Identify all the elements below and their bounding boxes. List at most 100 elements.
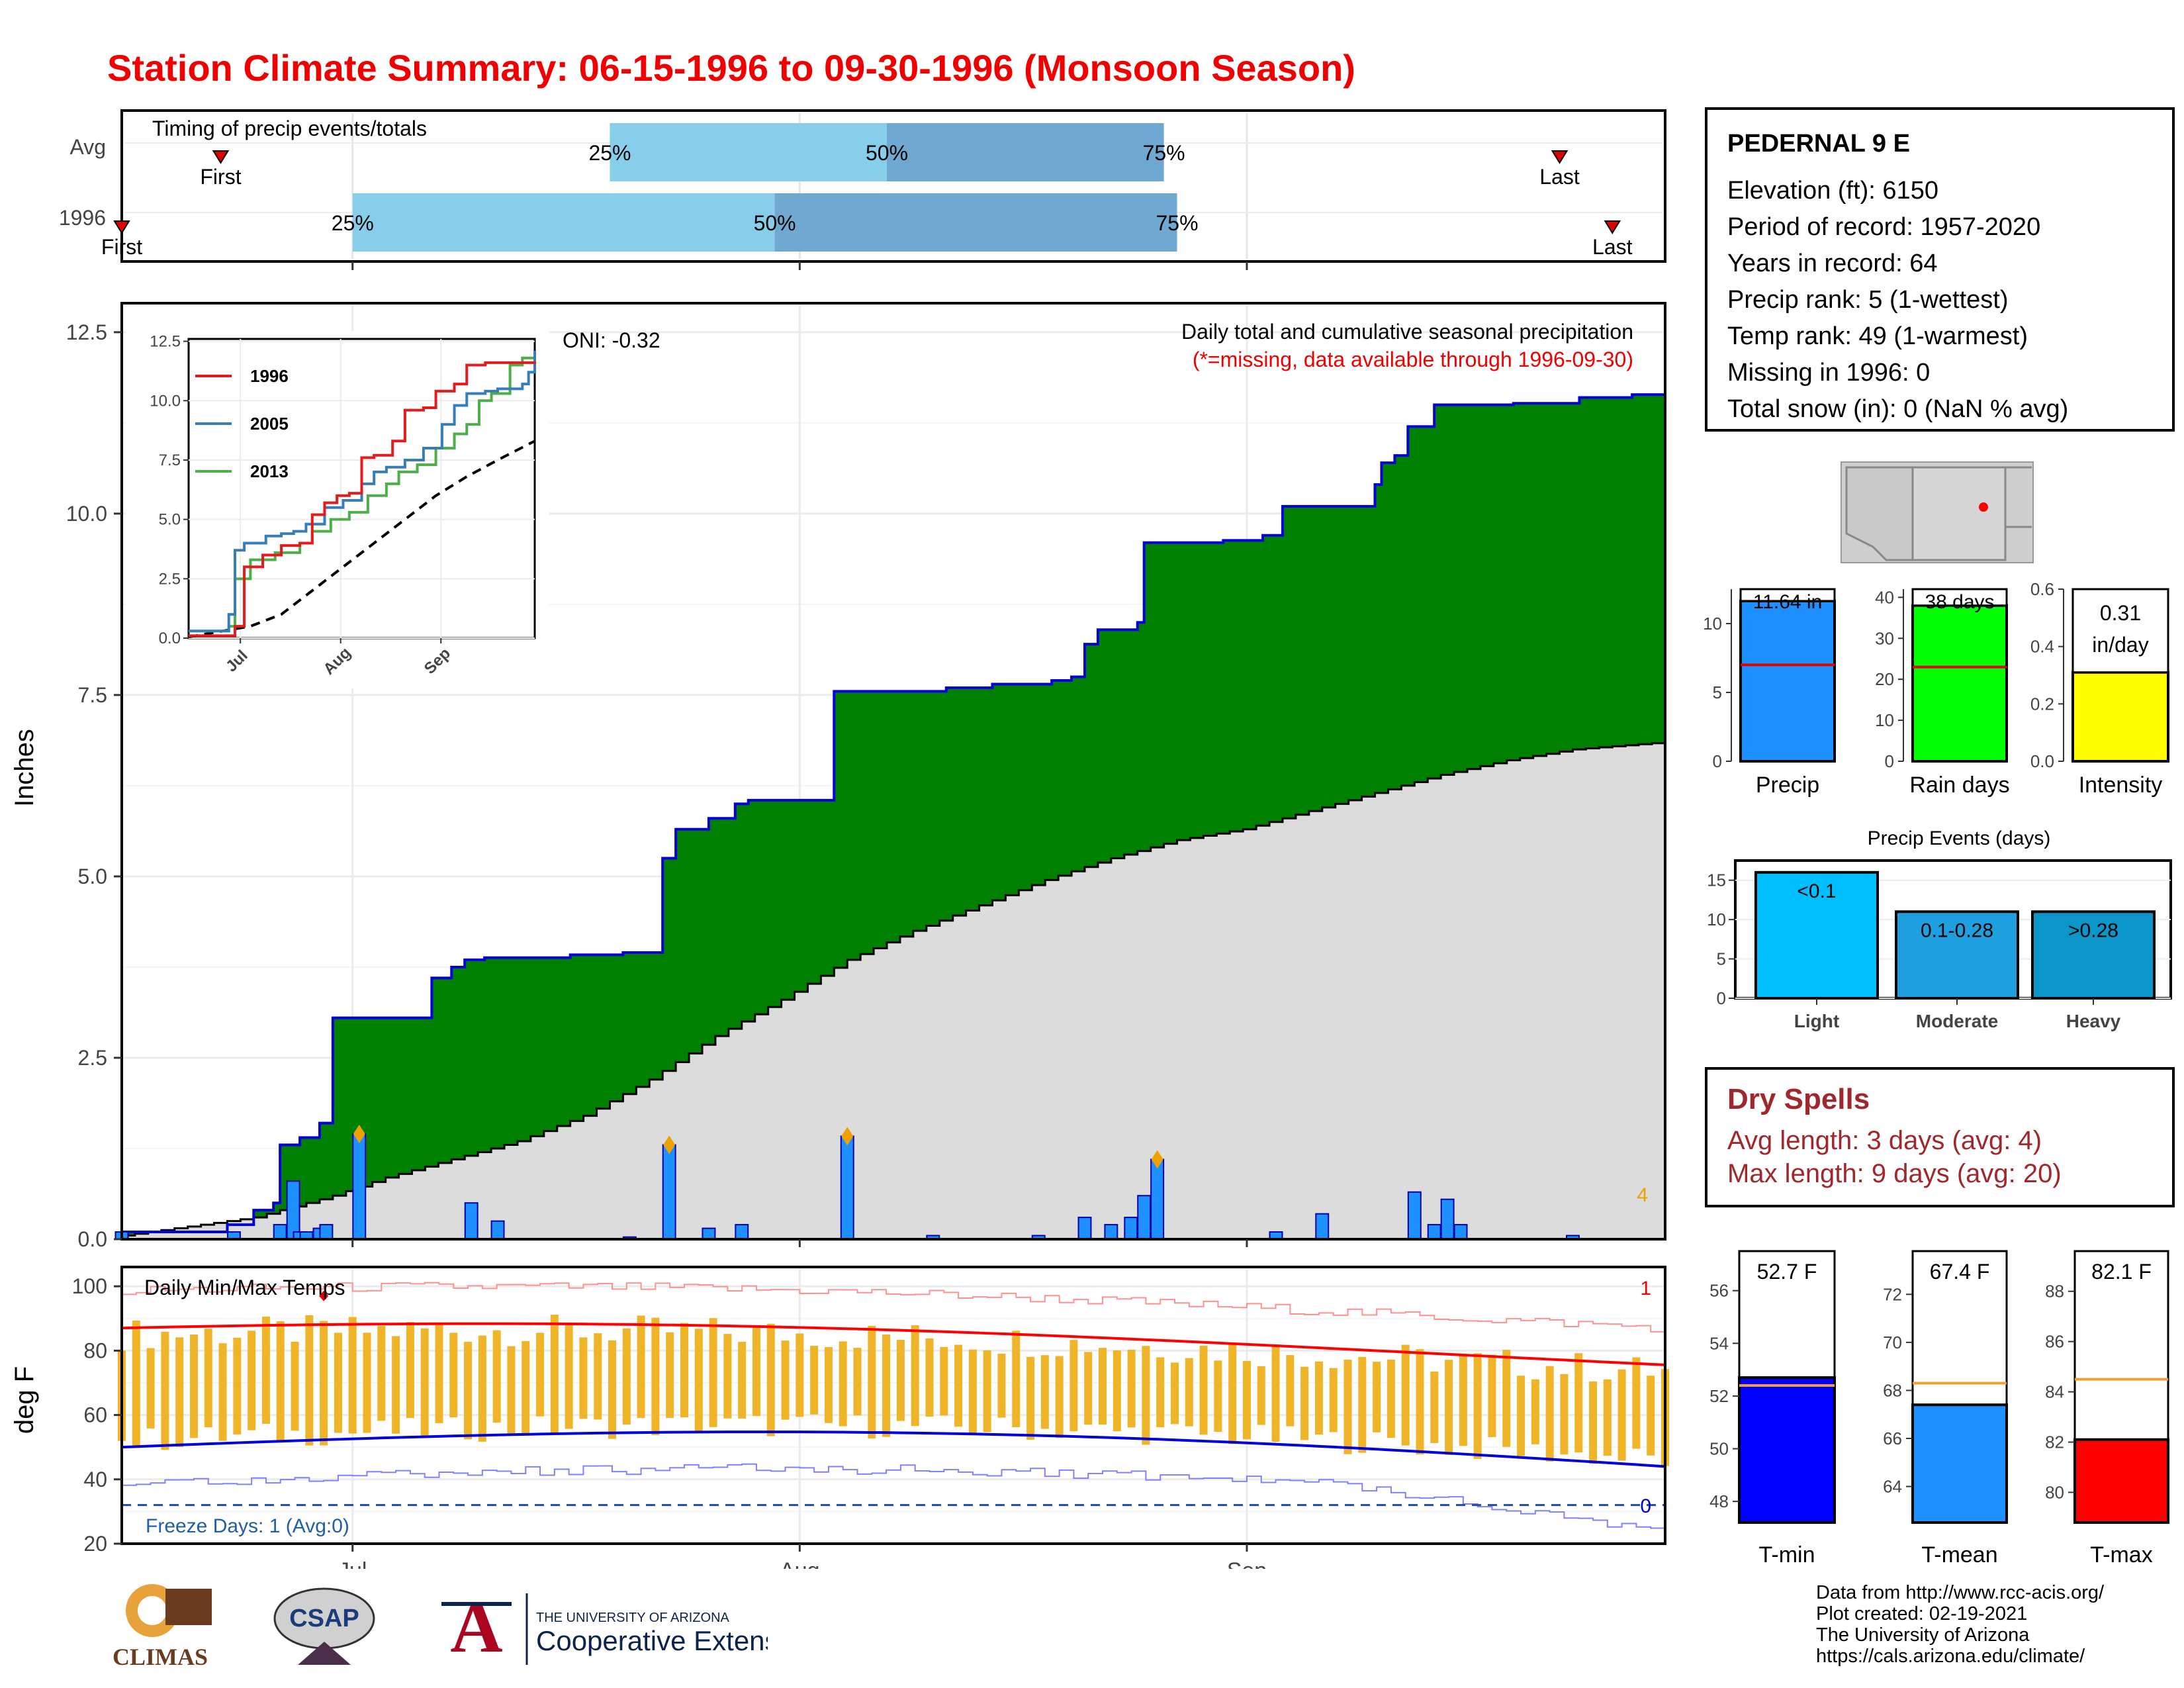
daily-temp-bar (218, 1343, 227, 1441)
daily-temp-bar (997, 1353, 1006, 1418)
inset-ytick-label: 0.0 (159, 630, 181, 647)
daily-temp-bar (796, 1333, 804, 1417)
daily-temp-bar (175, 1337, 184, 1448)
daily-temp-bar (536, 1333, 545, 1417)
daily-precip-bar (319, 1224, 334, 1240)
main-frame (120, 302, 1666, 1241)
temp-summary-ytick-label: 82 (2045, 1432, 2064, 1452)
daily-temp-bar (983, 1350, 991, 1432)
daily-precip-bar (490, 1220, 505, 1241)
inset-series-1996 (189, 361, 536, 637)
summary-ytick-label: 0 (1713, 751, 1722, 771)
logos: CLIMAS CSAP A THE UNIVERSITY OF ARIZONA … (113, 1584, 768, 1670)
timing-quantile-label: 75% (1143, 141, 1185, 165)
daily-temp-bar (348, 1317, 357, 1434)
temp-summary-ytick-label: 72 (1883, 1284, 1902, 1304)
timing-quantile-label: 25% (588, 141, 631, 165)
daily-temp-bar (464, 1342, 473, 1440)
station-location-marker (1979, 502, 1988, 512)
event-marker (663, 1135, 676, 1154)
daily-precip-bar (1453, 1224, 1468, 1240)
freeze-days: Freeze Days: 1 (Avg:0) (146, 1515, 349, 1537)
daily-precip-bar (352, 1133, 367, 1240)
daily-precip-bar (840, 1135, 854, 1240)
daily-temp-bar (1127, 1350, 1136, 1428)
daily-temp-bar (1459, 1354, 1467, 1446)
first-event-label: First (200, 165, 241, 189)
daily-temp-bar (694, 1329, 703, 1434)
station-elevation: Elevation (ft): 6150 (1727, 177, 1938, 205)
temp-plot (118, 1282, 1669, 1530)
daily-temp-bar (291, 1341, 299, 1431)
credit-line: Plot created: 02-19-2021 (1816, 1603, 2028, 1624)
daily-temp-bar (1574, 1353, 1583, 1453)
events-bar (1895, 910, 2019, 1000)
timing-panel: 25% 50% 75% First Last 25% 50% 75% First Last Tim… (59, 109, 1666, 270)
daily-temp-bar (824, 1346, 833, 1423)
arizona-a-icon: A (450, 1587, 502, 1667)
temp-summary-label: T-min (1759, 1542, 1815, 1568)
events-bin-label: >0.28 (2068, 919, 2118, 941)
daily-precip-bar (1315, 1213, 1330, 1240)
events-category-label: Moderate (1916, 1011, 1998, 1031)
daily-temp-bar (276, 1321, 285, 1442)
last-event-label: Last (1592, 235, 1633, 259)
daily-temp-bar (1416, 1349, 1424, 1455)
summary-ytick-label: 40 (1875, 587, 1894, 607)
daily-temp-bar (1012, 1331, 1021, 1428)
inset-avg-line (188, 440, 535, 639)
daily-temp-bar (1113, 1350, 1121, 1432)
ua-line1: THE UNIVERSITY OF ARIZONA (536, 1611, 730, 1625)
daily-temp-bar (709, 1318, 717, 1427)
daily-temp-bar (1271, 1344, 1280, 1442)
daily-temp-bar (1055, 1356, 1064, 1438)
daily-temp-bar (723, 1334, 732, 1419)
avg-tmin-line (121, 1430, 1666, 1468)
timing-row-label-year: 1996 (59, 206, 106, 230)
temp-ytick-label: 60 (83, 1403, 107, 1427)
temp-summary-value: 67.4 F (1930, 1260, 1990, 1284)
daily-temp-bar (1228, 1344, 1237, 1444)
daily-temp-bar (1560, 1374, 1569, 1455)
university-of-arizona-logo: A THE UNIVERSITY OF ARIZONA Cooperative … (441, 1587, 768, 1667)
daily-temp-bar (781, 1340, 790, 1420)
inset-ytick-label: 10.0 (150, 392, 181, 410)
daily-precip-bar (735, 1224, 749, 1240)
summary-bar (2071, 671, 2169, 763)
temp-summary-ytick-label: 50 (1709, 1439, 1729, 1459)
temp-ylabel: deg F (10, 1366, 39, 1434)
summary-bar (1911, 604, 2008, 763)
temp-summary-ytick-label: 66 (1883, 1429, 1902, 1448)
credit-line: Data from http://www.rcc-acis.org/ (1816, 1582, 2105, 1603)
station-name: PEDERNAL 9 E (1727, 130, 1910, 158)
daily-temp-bar (1069, 1340, 1078, 1432)
temp-summary-ytick-label: 70 (1883, 1333, 1902, 1352)
main-precip-chart: Inches 0.0 2.5 5.0 7.5 10.0 12.5 Daily total … (10, 302, 1666, 1251)
temp-ytick-label: 100 (72, 1274, 107, 1298)
daily-temp-bar (435, 1325, 443, 1423)
daily-precip-bar (1427, 1224, 1441, 1240)
inset-ytick-label: 12.5 (150, 333, 181, 351)
timing-bar-q50-q75 (887, 123, 1164, 181)
temp-summary-ytick-label: 56 (1709, 1281, 1729, 1301)
cumulative-1996-line (122, 393, 1665, 1234)
daily-temp-bar (1286, 1355, 1295, 1427)
summary-ytick-label: 0.4 (2030, 637, 2054, 657)
daily-temp-bar (550, 1315, 559, 1434)
daily-temp-bar (1314, 1361, 1323, 1435)
daily-temp-bar (146, 1348, 155, 1429)
daily-temp-bar (233, 1337, 242, 1435)
daily-temp-bar (680, 1323, 688, 1418)
daily-temp-bar (738, 1342, 747, 1419)
daily-temp-bar (1445, 1360, 1453, 1456)
precip-summary-bars: 0 5 10 Precip 11.64 in 0 10 20 30 40 Rain days 38 d… (1703, 579, 2169, 798)
temp-frame (120, 1266, 1666, 1545)
temp-summary-bar (1911, 1403, 2008, 1524)
timing-row-label-avg: Avg (69, 135, 106, 159)
daily-temp-bar (637, 1315, 645, 1419)
temp-summary-bar (1738, 1376, 1836, 1524)
daily-precip-bar (1077, 1217, 1092, 1241)
daily-temp-bar (420, 1328, 429, 1436)
events-title: Precip Events (days) (1868, 827, 2051, 849)
temp-xtick-label: Sep (1227, 1558, 1267, 1569)
